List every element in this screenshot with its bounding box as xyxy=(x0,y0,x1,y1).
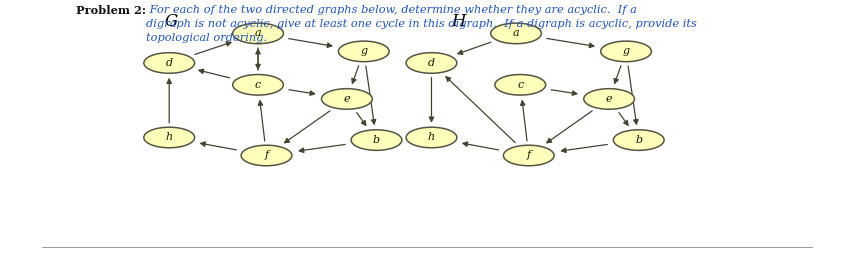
Text: e: e xyxy=(343,94,350,104)
Ellipse shape xyxy=(613,130,664,150)
Ellipse shape xyxy=(351,130,402,150)
Text: a: a xyxy=(255,29,261,38)
Ellipse shape xyxy=(321,89,372,109)
Ellipse shape xyxy=(241,145,292,166)
Text: h: h xyxy=(166,133,173,142)
Text: g: g xyxy=(623,47,629,56)
Ellipse shape xyxy=(406,127,457,148)
Ellipse shape xyxy=(233,23,283,44)
Text: g: g xyxy=(360,47,367,56)
Text: b: b xyxy=(373,135,380,145)
Ellipse shape xyxy=(491,23,541,44)
Text: h: h xyxy=(428,133,435,142)
Ellipse shape xyxy=(233,75,283,95)
Ellipse shape xyxy=(338,41,389,62)
Ellipse shape xyxy=(503,145,554,166)
Ellipse shape xyxy=(144,127,195,148)
Ellipse shape xyxy=(495,75,546,95)
Text: a: a xyxy=(513,29,519,38)
Text: c: c xyxy=(255,80,261,90)
Text: f: f xyxy=(265,151,268,160)
Text: e: e xyxy=(606,94,613,104)
Text: Problem 2:: Problem 2: xyxy=(76,5,146,16)
Ellipse shape xyxy=(601,41,651,62)
Text: H: H xyxy=(451,13,465,30)
Ellipse shape xyxy=(584,89,634,109)
Ellipse shape xyxy=(144,53,195,73)
Text: d: d xyxy=(166,58,173,68)
Text: G: G xyxy=(165,13,179,30)
Ellipse shape xyxy=(406,53,457,73)
Text: f: f xyxy=(527,151,530,160)
Text: For each of the two directed graphs below, determine whether they are acyclic.  : For each of the two directed graphs belo… xyxy=(146,5,697,43)
Text: d: d xyxy=(428,58,435,68)
Text: c: c xyxy=(517,80,524,90)
Text: b: b xyxy=(635,135,642,145)
